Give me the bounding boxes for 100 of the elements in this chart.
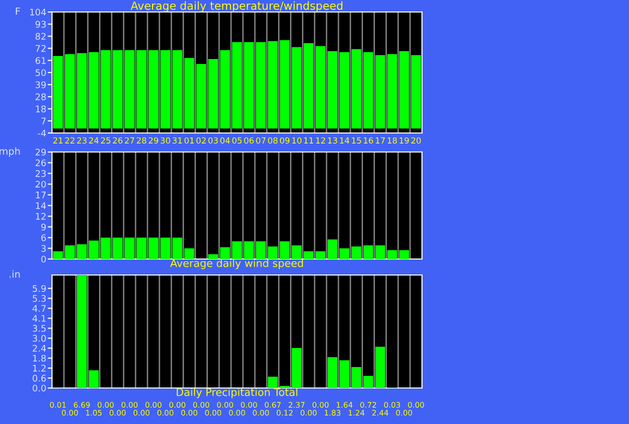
y-tick-label: 0.6 [32, 374, 46, 382]
y-tick-label: 1.8 [33, 354, 46, 362]
y-tick-label: 50 [36, 69, 46, 76]
y-tick-label: 93 [36, 20, 46, 28]
bar [76, 53, 87, 129]
y-tick-label: 28 [36, 93, 46, 100]
bar [160, 50, 170, 129]
x-tick-label: 16 [364, 137, 374, 144]
y-tick-label: -4 [38, 130, 46, 136]
bar [160, 238, 170, 259]
x-tick-label: 14 [340, 137, 350, 144]
x-axis-title: Average daily wind speed [170, 259, 303, 270]
y-tick-label: 82 [36, 32, 46, 40]
bar [316, 46, 326, 129]
y-tick-label: 20 [36, 180, 46, 188]
x-tick-label: 30 [160, 137, 170, 144]
y-tick-label: 5.9 [32, 285, 46, 292]
x-tick-label: 15 [352, 137, 361, 144]
y-axis-title: mph [0, 147, 20, 157]
bar [244, 42, 254, 129]
y-tick-label: 12 [36, 212, 46, 220]
y-tick-label: 6 [41, 234, 46, 242]
bar [292, 348, 302, 388]
y-axis-title: .in [10, 270, 20, 278]
x-tick-label: 18 [388, 137, 397, 144]
x-tick-label: 03 [208, 137, 218, 144]
x-tick-label: 01 [184, 137, 194, 144]
y-tick-label: 0.0 [32, 384, 46, 392]
bar [375, 55, 386, 129]
bar [76, 275, 87, 388]
bar [112, 238, 123, 259]
y-tick-label: 7 [41, 118, 46, 124]
x-tick-label: 12 [316, 137, 326, 144]
bar [340, 248, 350, 259]
bar [328, 239, 338, 259]
x-tick-label: 25 [101, 137, 110, 144]
bar [363, 245, 374, 259]
y-tick-label: 17 [36, 192, 46, 198]
bar [399, 51, 409, 129]
bar [268, 246, 278, 259]
x-tick-label: 07 [256, 137, 266, 144]
x-tick-label: 13 [328, 137, 338, 144]
bar [280, 40, 290, 129]
y-tick-label: 4.1 [32, 315, 46, 322]
bar [399, 250, 409, 259]
y-tick-label: 3.5 [32, 324, 46, 332]
bar [112, 50, 123, 129]
y-tick-label: 0 [41, 256, 46, 263]
bar [124, 50, 134, 129]
y-tick-label: 3.0 [32, 334, 46, 342]
bar [292, 47, 302, 129]
bar [76, 244, 87, 259]
bar [88, 370, 99, 388]
bar [256, 241, 266, 259]
bar [172, 238, 182, 259]
y-tick-label: 61 [36, 57, 46, 64]
bar [351, 246, 362, 259]
bar [88, 240, 99, 259]
bar [100, 238, 111, 259]
bar [280, 241, 290, 259]
bar [124, 238, 134, 259]
x-tick-label: 27 [124, 137, 134, 144]
bar [340, 52, 350, 129]
bar [304, 251, 314, 259]
bar [53, 56, 63, 129]
x-tick-label: 31 [172, 137, 182, 144]
bar [351, 367, 362, 388]
x-tick-label: 23 [77, 137, 86, 144]
bar [220, 50, 230, 129]
bar [387, 54, 398, 129]
bar [292, 245, 302, 259]
y-tick-label: 72 [36, 45, 46, 52]
bar [256, 42, 266, 129]
x-tick-label: 08 [268, 137, 278, 144]
x-tick-label: 11 [304, 137, 314, 144]
y-tick-label: 104 [30, 8, 46, 16]
x-tick-label: 26 [112, 137, 122, 144]
bar [220, 247, 230, 259]
bar [268, 376, 278, 388]
bar [328, 357, 338, 388]
bar [148, 238, 158, 259]
x-tick-label: 29 [148, 137, 158, 144]
bar [100, 50, 111, 129]
bar [304, 43, 314, 129]
bar [196, 64, 206, 129]
bar [268, 41, 278, 129]
bar [184, 248, 194, 259]
bar [136, 238, 146, 259]
bar [184, 58, 194, 129]
bar [136, 50, 146, 129]
chart-title: Average daily temperature/windspeed [130, 1, 342, 12]
x-tick-label: 21 [53, 137, 62, 144]
y-tick-label: 26 [36, 159, 46, 166]
bar [340, 360, 350, 388]
x-tick-label: 09 [280, 137, 290, 144]
bar [244, 241, 254, 259]
y-tick-label: 39 [36, 81, 46, 88]
bar [375, 245, 386, 259]
y-tick-label: 2.4 [32, 344, 46, 352]
y-tick-label: 5.3 [32, 295, 46, 302]
